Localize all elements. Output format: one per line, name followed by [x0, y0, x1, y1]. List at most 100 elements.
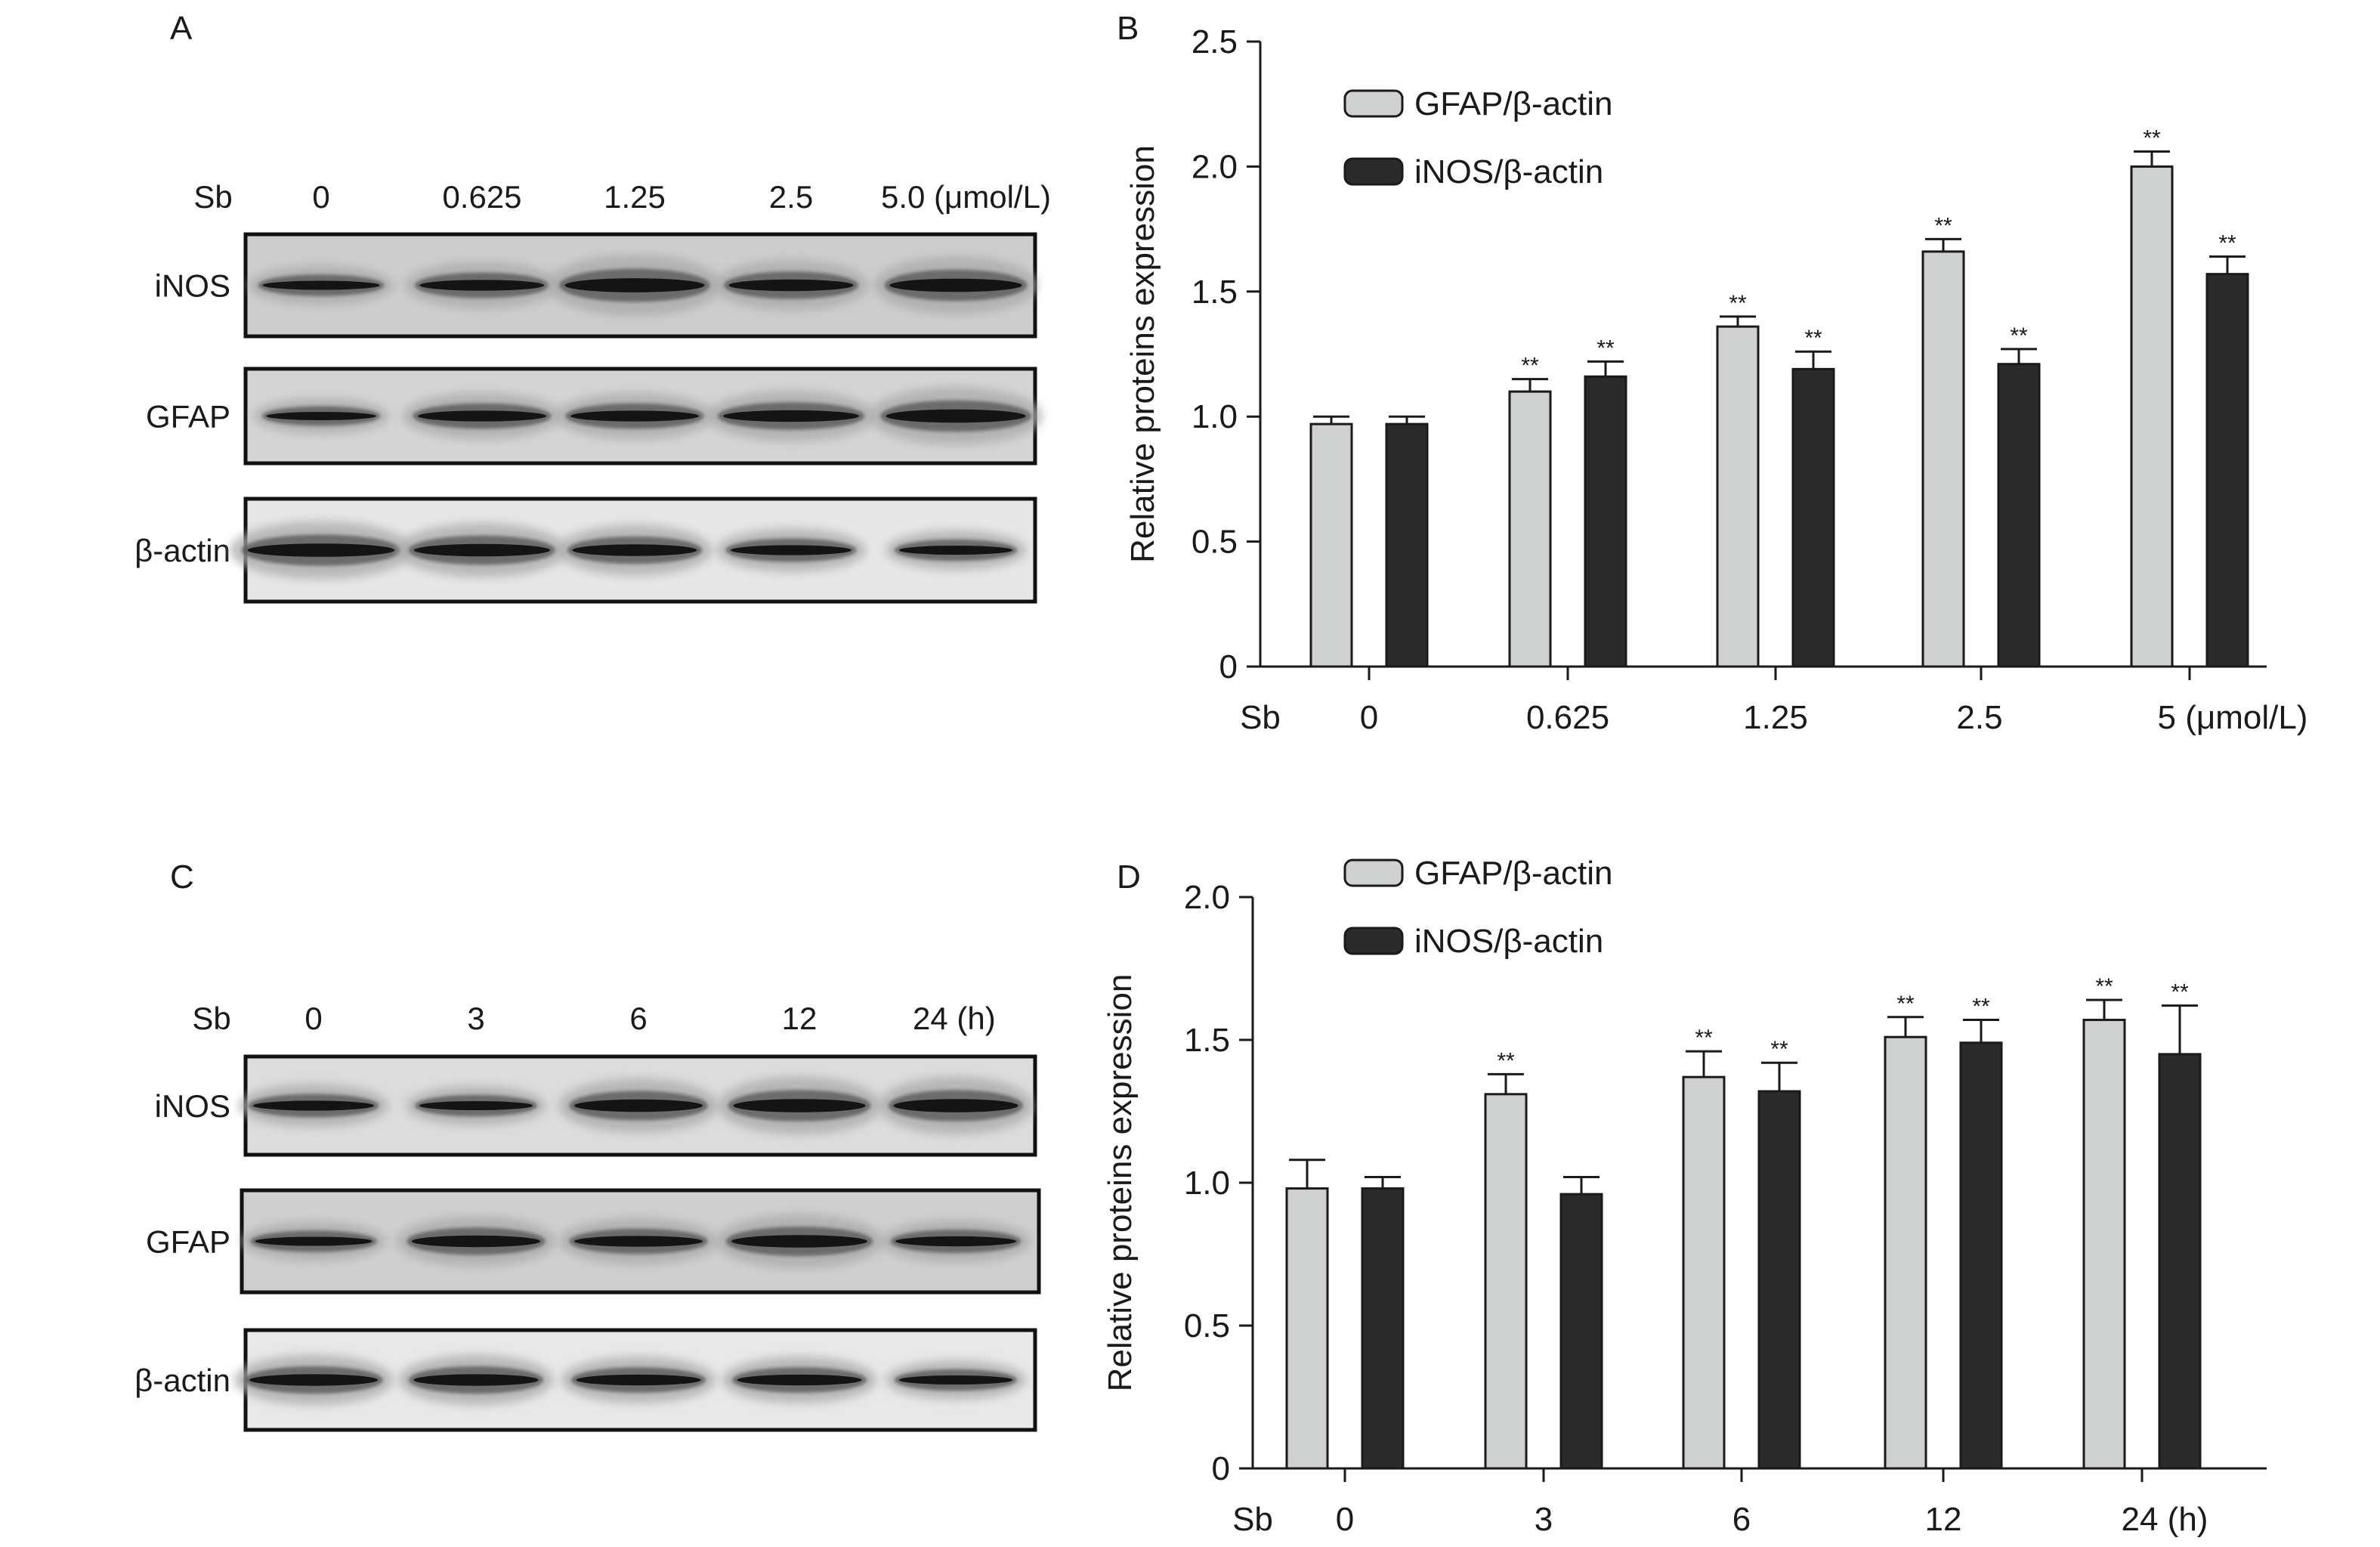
- blot-lane-label: 0: [312, 179, 329, 215]
- significance-marker: **: [1896, 992, 1915, 1016]
- bar-inos: [1385, 422, 1429, 668]
- legend-label: iNOS/β-actin: [1414, 923, 1603, 960]
- y-tick-label: 2.5: [1192, 23, 1238, 60]
- panel-letter-b: B: [1117, 10, 1139, 47]
- x-tick-label: 2.5: [1956, 699, 2002, 736]
- blot-band: [413, 1374, 539, 1386]
- significance-marker: **: [1934, 213, 1952, 238]
- blot-band: [895, 1236, 1016, 1247]
- legend-swatch: [1343, 927, 1404, 955]
- blot-row-label: β-actin: [134, 1363, 230, 1398]
- significance-marker: **: [1497, 1048, 1515, 1073]
- bar-chart-panel-b: 0 0.5 1.0 1.5 2.0 2.5 Relative proteins expres…: [1124, 23, 2307, 736]
- significance-marker: **: [2010, 323, 2028, 348]
- blot-row-label: GFAP: [146, 399, 230, 435]
- blot-lane-label: 12: [782, 1001, 818, 1036]
- x-tick-label: 12: [1925, 1501, 1962, 1538]
- x-tick-label: 0: [1360, 699, 1378, 736]
- blot-band: [728, 279, 854, 292]
- x-axis-prefix-label: Sb: [1232, 1501, 1273, 1538]
- significance-marker: **: [1521, 354, 1539, 379]
- significance-marker: **: [2171, 980, 2189, 1005]
- blot-band: [262, 280, 380, 290]
- significance-marker: **: [1770, 1037, 1788, 1062]
- y-tick-label: 2.0: [1192, 148, 1238, 185]
- bar-inos: [2205, 273, 2249, 668]
- blot-band: [255, 1236, 372, 1246]
- blot-band: [570, 410, 699, 422]
- significance-marker: **: [2095, 974, 2113, 999]
- blot-band: [412, 1235, 540, 1248]
- blot-band: [731, 1235, 867, 1248]
- bar-gfap: [1716, 325, 1760, 668]
- blot-lane-label: 5.0 (μmol/L): [881, 179, 1051, 215]
- bar-gfap: [1884, 1035, 1927, 1470]
- legend-swatch: [1343, 157, 1404, 186]
- blot-band: [266, 412, 376, 420]
- significance-marker: **: [2143, 126, 2161, 151]
- blot-lane-label: 0: [304, 1001, 322, 1036]
- bar-gfap: [1484, 1093, 1528, 1470]
- blot-band: [899, 545, 1012, 555]
- y-tick-label: 1.5: [1192, 274, 1238, 311]
- bar-chart-panel-d: 0 0.5 1.0 1.5 2.0 Relative proteins expressio…: [1102, 855, 2267, 1538]
- y-axis-label: Relative proteins expression: [1102, 974, 1139, 1392]
- significance-marker: **: [1729, 291, 1747, 316]
- legend-swatch: [1343, 859, 1404, 887]
- blot-row-label: iNOS: [155, 1088, 230, 1124]
- bar-inos: [1584, 375, 1627, 668]
- blot-band: [886, 409, 1026, 423]
- y-axis-label: Relative proteins expression: [1124, 145, 1161, 563]
- blot-row-label: β-actin: [134, 533, 230, 568]
- blot-band: [737, 1374, 862, 1386]
- y-tick-label: 2.0: [1184, 879, 1230, 916]
- legend-label: GFAP/β-actin: [1414, 85, 1613, 122]
- blot-band: [731, 545, 852, 555]
- x-tick-label: 3: [1535, 1501, 1553, 1538]
- x-tick-label: 0.625: [1526, 699, 1609, 736]
- significance-marker: **: [1596, 336, 1615, 360]
- bar-inos: [1997, 363, 2041, 668]
- panel-letter-c: C: [170, 859, 194, 896]
- blot-band: [572, 544, 697, 556]
- y-tick-label: 0.5: [1192, 524, 1238, 561]
- bar-gfap: [1309, 422, 1353, 668]
- blot-lane-label: 3: [467, 1001, 484, 1036]
- blot-band: [419, 280, 545, 291]
- panel-letter-a: A: [170, 10, 193, 47]
- bar-gfap: [1921, 250, 1965, 668]
- blot-band: [253, 1100, 374, 1111]
- blot-lane-label: 6: [629, 1001, 647, 1036]
- blot-band: [418, 410, 546, 422]
- legend-label: GFAP/β-actin: [1414, 855, 1613, 892]
- blot-lane-label: 2.5: [769, 179, 813, 215]
- y-tick-label: 1.0: [1192, 398, 1238, 435]
- blot-band: [414, 543, 550, 557]
- y-tick-label: 0.5: [1184, 1307, 1230, 1344]
- y-tick-label: 1.0: [1184, 1165, 1230, 1202]
- bar-inos: [1361, 1187, 1405, 1470]
- blot-row-label: GFAP: [146, 1224, 230, 1260]
- legend-label: iNOS/β-actin: [1414, 153, 1603, 190]
- blot-band: [723, 410, 859, 422]
- blot-band: [893, 1099, 1018, 1112]
- x-axis-prefix-label: Sb: [1240, 699, 1281, 736]
- blot-band: [733, 1099, 866, 1112]
- blot-band: [899, 1375, 1012, 1385]
- western-blot-panel-a: Sb 0 0.625 1.25 2.5 5.0 (μmol/L) iNOS GFAP β-act…: [134, 179, 1051, 604]
- bar-gfap: [2130, 165, 2174, 668]
- x-tick-label: 5 (μmol/L): [2158, 699, 2308, 736]
- blot-lane-label: 24 (h): [913, 1001, 996, 1036]
- significance-marker: **: [1972, 995, 1990, 1019]
- y-tick-label: 1.5: [1184, 1022, 1230, 1059]
- bar-gfap: [1508, 390, 1552, 668]
- panel-letter-d: D: [1117, 859, 1141, 896]
- blot-sb-label: Sb: [193, 179, 232, 215]
- blot-lane-label: 0.625: [442, 179, 521, 215]
- bar-gfap: [1682, 1075, 1726, 1470]
- significance-marker: **: [1695, 1026, 1713, 1050]
- blot-band: [574, 1099, 703, 1112]
- bar-inos: [1959, 1041, 2003, 1470]
- bar-gfap: [1285, 1187, 1329, 1470]
- significance-marker: **: [1804, 326, 1822, 351]
